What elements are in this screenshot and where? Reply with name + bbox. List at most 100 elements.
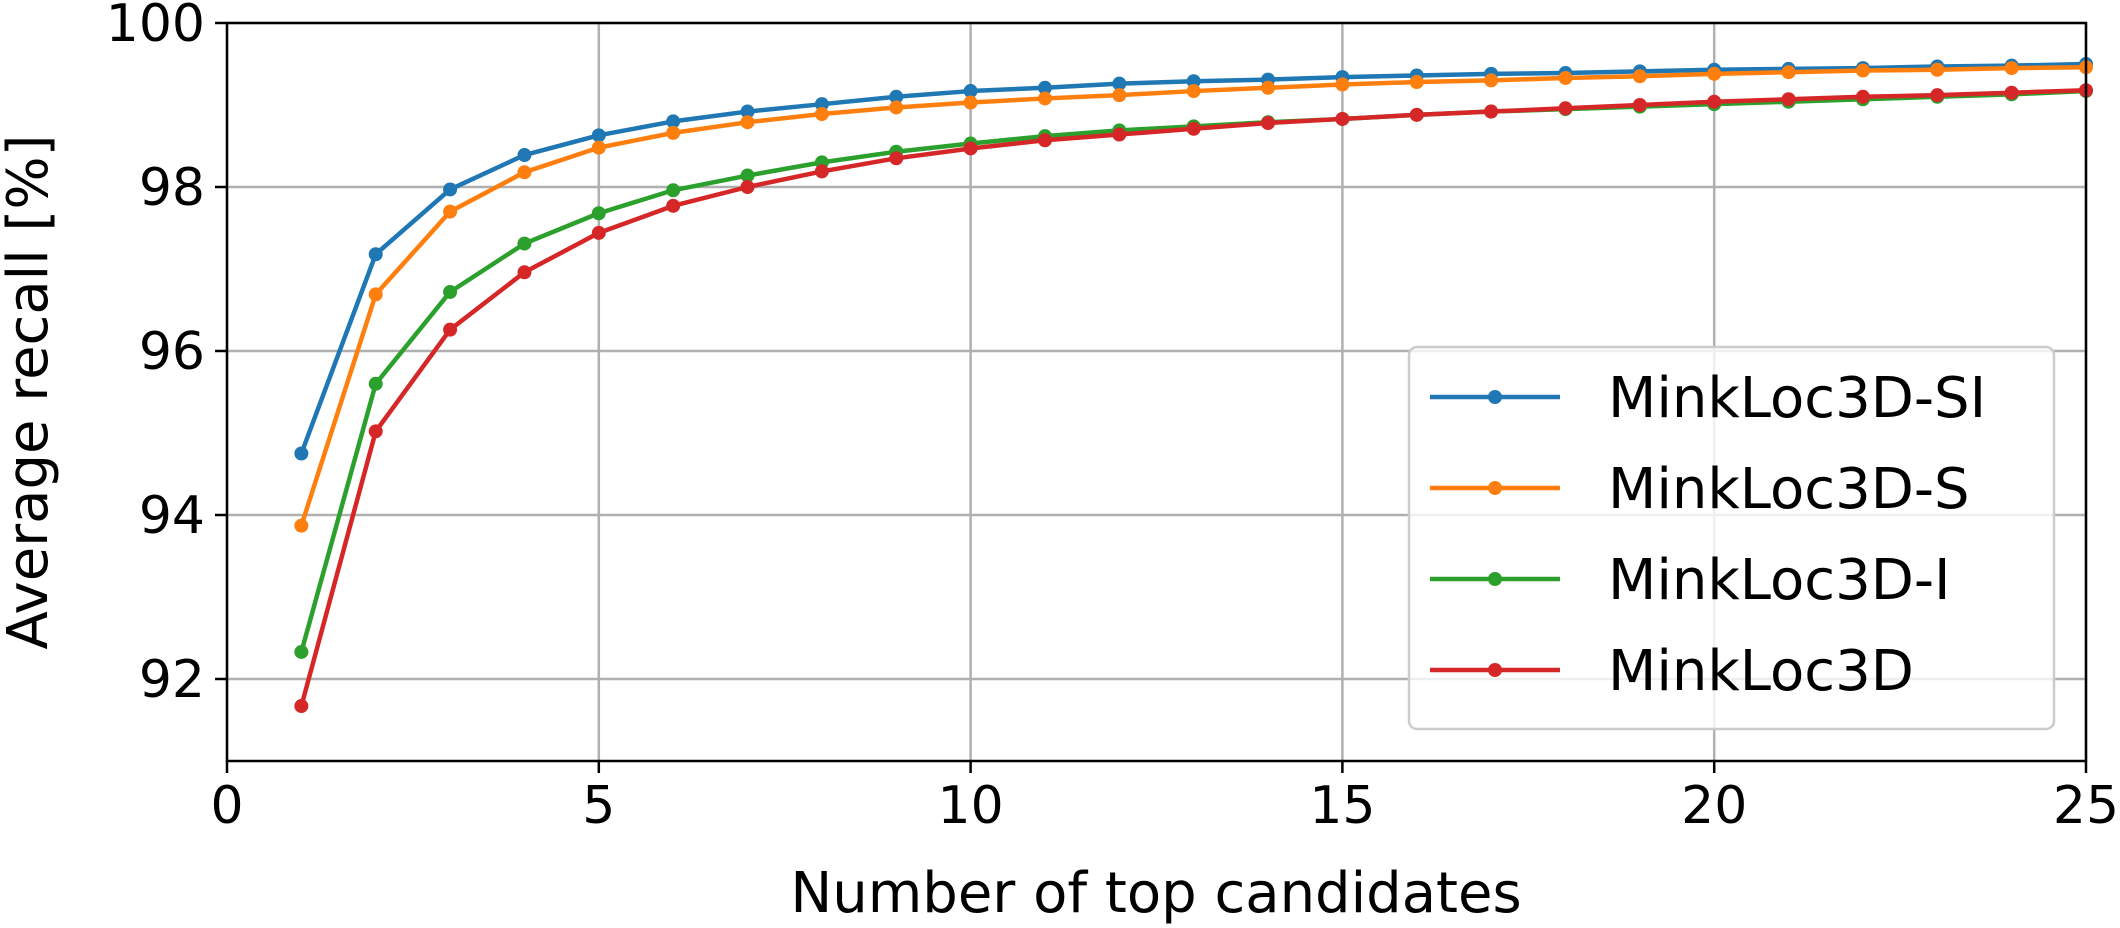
- y-tick-label: 100: [106, 0, 205, 54]
- legend-label: MinkLoc3D: [1608, 639, 1914, 704]
- plot-frame: [225, 21, 2088, 763]
- data-point: [1632, 69, 1647, 84]
- x-tick-label: 25: [2053, 776, 2119, 836]
- data-point: [591, 140, 606, 155]
- data-point: [443, 322, 458, 337]
- y-tick-label: 96: [139, 322, 205, 382]
- data-point: [294, 518, 309, 533]
- data-point: [368, 424, 383, 439]
- legend-box: [1407, 345, 2056, 731]
- legend-marker: [1488, 390, 1502, 404]
- series-3: [294, 83, 2093, 714]
- legend-marker: [1488, 663, 1502, 677]
- y-tick-label: 92: [139, 650, 205, 710]
- data-point: [1930, 88, 1945, 103]
- data-point: [294, 446, 309, 461]
- data-point: [1037, 133, 1052, 148]
- data-point: [1930, 62, 1945, 77]
- legend-item: MinkLoc3D-S: [1430, 457, 1970, 522]
- data-point: [443, 204, 458, 219]
- data-point: [294, 699, 309, 714]
- data-point: [1558, 70, 1573, 85]
- data-point: [1037, 91, 1052, 106]
- data-point: [1037, 80, 1052, 95]
- data-point: [443, 284, 458, 299]
- data-point: [814, 164, 829, 179]
- data-point: [814, 97, 829, 112]
- series-group: [294, 57, 2093, 714]
- legend-label: MinkLoc3D-SI: [1608, 366, 1986, 431]
- data-point: [368, 247, 383, 262]
- data-point: [1335, 111, 1350, 126]
- x-tick-label: 20: [1681, 776, 1747, 836]
- data-point: [443, 182, 458, 197]
- data-point: [1409, 107, 1424, 122]
- y-axis-label: Average recall [%]: [0, 135, 61, 650]
- data-point: [2004, 61, 2019, 76]
- data-point: [591, 225, 606, 240]
- data-point: [666, 114, 681, 129]
- y-tick-label: 98: [139, 158, 205, 218]
- data-point: [1261, 80, 1276, 95]
- data-point: [666, 125, 681, 140]
- legend: MinkLoc3D-SI MinkLoc3D-S MinkLoc3D-I MinkLo…: [1407, 345, 2056, 731]
- data-point: [1112, 76, 1127, 91]
- legend-marker: [1488, 481, 1502, 495]
- x-axis-ticks: 0 5 10 15 20 25: [210, 761, 2119, 836]
- data-point: [517, 236, 532, 251]
- data-point: [963, 84, 978, 99]
- y-tick-label: 94: [139, 486, 205, 546]
- data-point: [368, 376, 383, 391]
- data-point: [1484, 104, 1499, 119]
- data-point: [740, 115, 755, 130]
- data-point: [517, 148, 532, 163]
- data-point: [889, 100, 904, 115]
- data-point: [2004, 85, 2019, 100]
- data-point: [740, 104, 755, 119]
- y-axis-ticks: 92 94 96 98 100: [106, 0, 227, 710]
- data-point: [1558, 101, 1573, 116]
- data-point: [666, 198, 681, 213]
- x-tick-label: 0: [210, 776, 243, 836]
- data-point: [740, 180, 755, 194]
- data-point: [1186, 121, 1201, 136]
- data-point: [591, 206, 606, 221]
- data-point: [1186, 84, 1201, 99]
- data-point: [368, 287, 383, 302]
- data-point: [1112, 88, 1127, 103]
- data-point: [889, 151, 904, 166]
- data-point: [1632, 98, 1647, 112]
- data-point: [517, 165, 532, 180]
- data-point: [889, 89, 904, 104]
- legend-marker: [1488, 572, 1502, 586]
- data-point: [1409, 75, 1424, 90]
- data-point: [1335, 77, 1350, 92]
- data-point: [1855, 63, 1870, 78]
- x-tick-label: 10: [938, 776, 1004, 836]
- data-point: [740, 168, 755, 183]
- legend-item: MinkLoc3D-SI: [1430, 366, 1986, 431]
- data-point: [666, 183, 681, 198]
- legend-item: MinkLoc3D-I: [1430, 548, 1951, 613]
- legend-label: MinkLoc3D-I: [1608, 548, 1951, 613]
- x-axis-label: Number of top candidates: [790, 861, 1521, 926]
- legend-item: MinkLoc3D: [1430, 639, 1914, 704]
- data-point: [1484, 73, 1499, 88]
- data-point: [963, 141, 978, 156]
- data-point: [1186, 74, 1201, 89]
- x-tick-label: 5: [582, 776, 615, 836]
- data-point: [1781, 65, 1796, 80]
- data-point: [1112, 127, 1127, 142]
- data-point: [1261, 116, 1276, 131]
- legend-label: MinkLoc3D-S: [1608, 457, 1970, 522]
- data-point: [517, 265, 532, 280]
- x-tick-label: 15: [1309, 776, 1375, 836]
- data-point: [591, 128, 606, 143]
- data-point: [1707, 94, 1722, 109]
- data-point: [963, 95, 978, 110]
- data-point: [294, 644, 309, 659]
- data-point: [1855, 89, 1870, 104]
- data-point: [1781, 92, 1796, 107]
- data-point: [1707, 66, 1722, 81]
